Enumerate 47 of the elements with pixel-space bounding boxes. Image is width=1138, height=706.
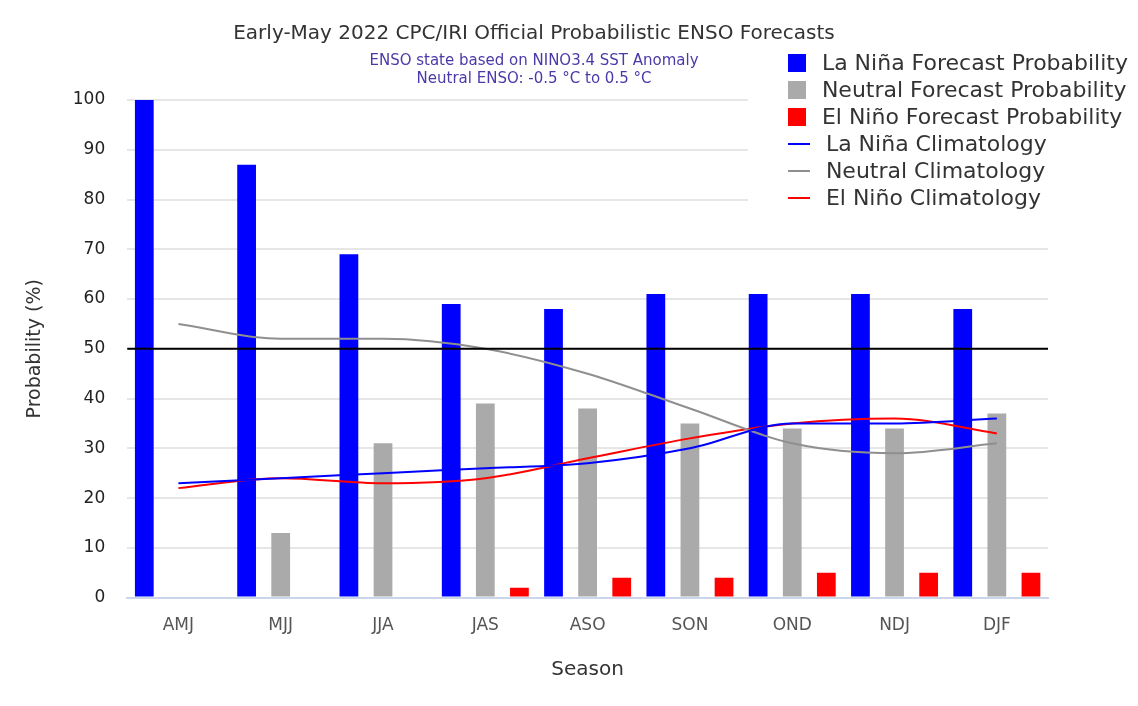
y-tick-label: 90: [83, 138, 106, 159]
x-tick-label: AMJ: [162, 614, 195, 635]
y-tick-label: 40: [83, 386, 106, 407]
bar: [919, 572, 939, 597]
x-tick-label: OND: [772, 614, 812, 635]
y-tick-label: 50: [83, 337, 106, 358]
y-tick-label: 0: [94, 586, 106, 607]
bar: [987, 413, 1007, 597]
legend-label: La Niña Forecast Probability: [821, 50, 1128, 75]
y-tick-label: 20: [83, 486, 106, 507]
x-tick-label: ASO: [569, 614, 606, 635]
bar: [782, 428, 802, 597]
legend-label: Neutral Forecast Probability: [821, 77, 1127, 102]
y-tick-label: 80: [83, 187, 106, 208]
legend-label: El Niño Forecast Probability: [821, 104, 1123, 129]
y-tick-label: 100: [72, 88, 106, 109]
x-tick-label: MJJ: [268, 614, 294, 635]
bar: [612, 577, 632, 597]
bar: [1021, 572, 1041, 597]
bar: [578, 408, 597, 597]
legend-label: Neutral Climatology: [825, 158, 1046, 183]
bar: [680, 423, 700, 597]
x-tick-label: SON: [671, 614, 709, 635]
y-tick-label: 30: [83, 436, 106, 457]
bar: [475, 403, 495, 597]
x-axis-title: Season: [551, 656, 624, 681]
chart-title: Early-May 2022 CPC/IRI Official Probabilistic ENSO Forecasts: [233, 20, 835, 45]
x-tick-label: JJA: [371, 614, 395, 635]
x-tick-label: JAS: [470, 614, 499, 635]
bar: [134, 100, 154, 597]
bar: [510, 587, 529, 597]
bar: [885, 428, 904, 597]
y-tick-label: 10: [83, 536, 106, 557]
legend-label: La Niña Climatology: [825, 131, 1047, 156]
y-tick-label: 70: [83, 237, 106, 258]
bar: [816, 572, 836, 597]
y-axis-title: Probability (%): [22, 279, 45, 419]
y-tick-label: 60: [83, 287, 106, 308]
bar: [373, 443, 393, 597]
x-tick-label: NDJ: [879, 614, 910, 635]
line-series: [177, 322, 998, 455]
legend-label: El Niño Climatology: [825, 185, 1042, 210]
bar: [714, 577, 734, 597]
x-tick-label: DJF: [982, 614, 1011, 635]
text: Neutral ENSO: -0.5 °C to 0.5 °C: [416, 68, 652, 87]
chart-subtitle: ENSO state based on NINO3.4 SST Anomaly: [369, 50, 699, 69]
bar: [271, 532, 291, 597]
